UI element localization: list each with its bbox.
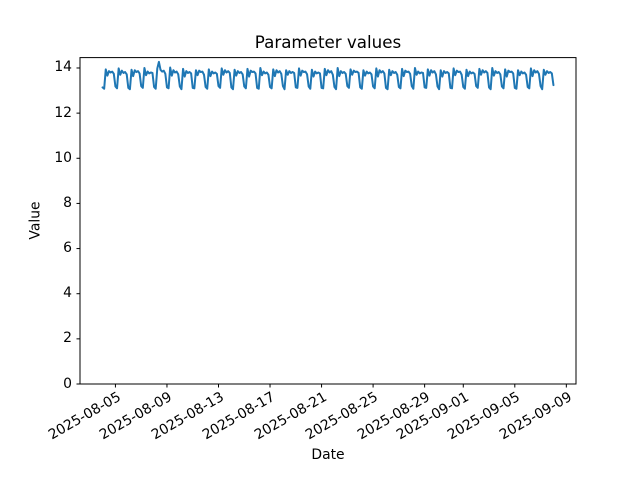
series-line	[101, 60, 555, 91]
y-tick-label: 10	[54, 149, 72, 166]
y-tick-label: 12	[54, 104, 72, 121]
y-tick-label: 14	[54, 59, 72, 76]
y-tick-label: 8	[63, 194, 72, 211]
y-tick-label: 4	[63, 285, 72, 302]
y-tick-label: 2	[63, 330, 72, 347]
x-axis-label: Date	[311, 447, 345, 463]
y-tick-label: 0	[63, 375, 72, 392]
chart-title: Parameter values	[254, 32, 402, 52]
y-tick-label: 6	[63, 240, 72, 257]
axes-spines	[79, 57, 577, 385]
